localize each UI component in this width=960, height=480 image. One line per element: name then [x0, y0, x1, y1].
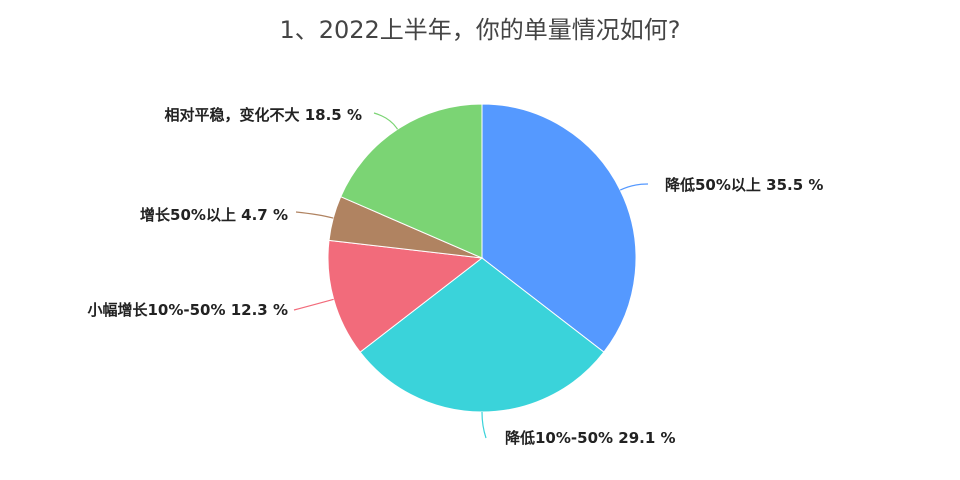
pie-slice-0: [481, 103, 637, 353]
leader-line-4: [373, 112, 399, 130]
pie-slice-1: [359, 257, 605, 413]
label-slice-2: 小幅增长10%-50% 12.3 %: [87, 301, 288, 319]
leader-lines: [293, 112, 649, 439]
leader-line-3: [295, 211, 334, 219]
label-slice-1: 降低10%-50% 29.1 %: [505, 429, 676, 447]
pie-slice-4: [340, 103, 483, 259]
label-slice-0: 降低50%以上 35.5 %: [665, 176, 823, 194]
label-slice-4: 相对平稳，变化不大 18.5 %: [165, 106, 362, 124]
leader-line-2: [293, 298, 334, 311]
label-slice-3: 增长50%以上 4.7 %: [140, 206, 288, 224]
pie-slices: [327, 103, 637, 413]
leader-line-0: [619, 183, 649, 191]
leader-line-1: [481, 411, 487, 439]
chart-title: 1、2022上半年，你的单量情况如何?: [279, 16, 681, 44]
